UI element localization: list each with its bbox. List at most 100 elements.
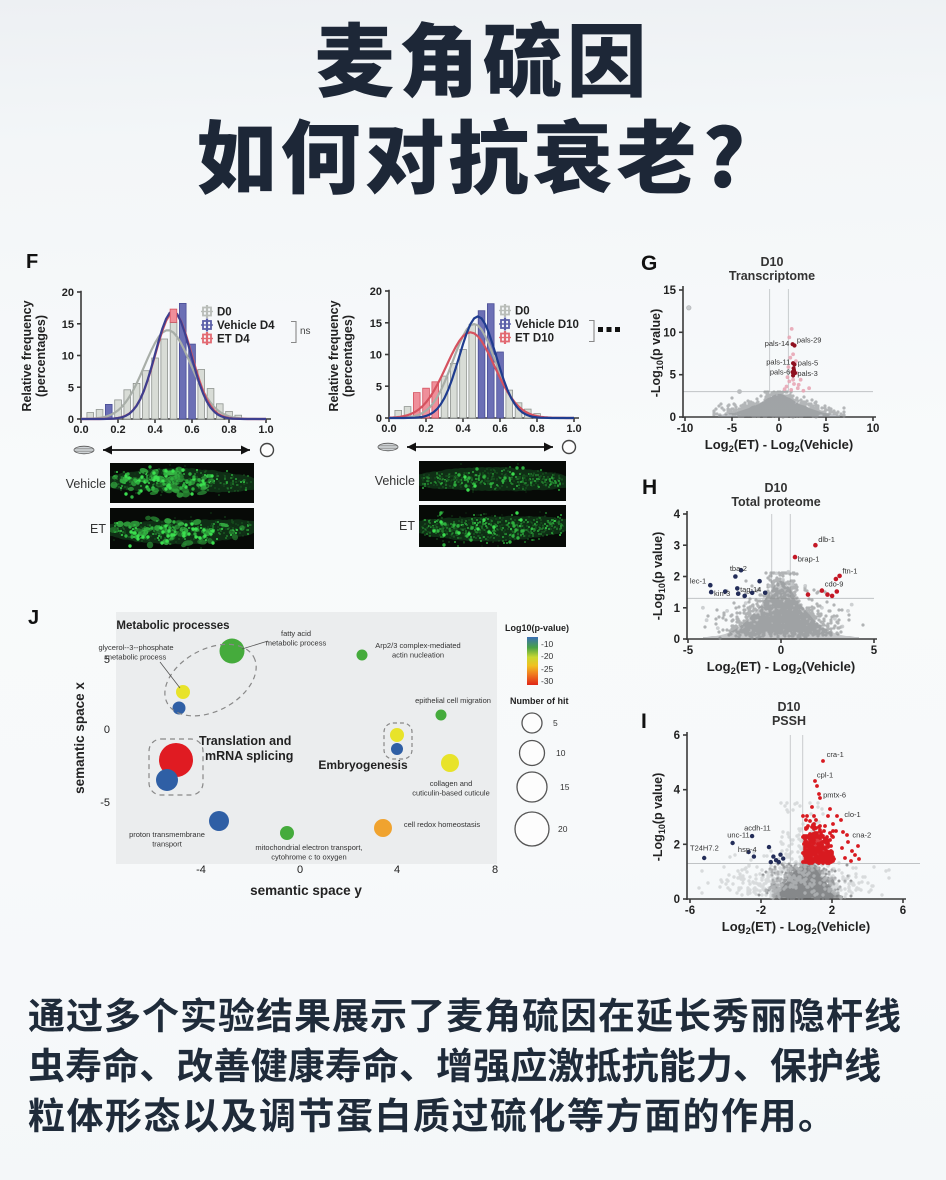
svg-text:6: 6 xyxy=(674,730,680,742)
svg-text:clo-1: clo-1 xyxy=(844,810,860,819)
svg-text:-2: -2 xyxy=(756,905,766,917)
svg-text:0.8: 0.8 xyxy=(221,424,236,436)
svg-text:0.4: 0.4 xyxy=(455,423,471,435)
svg-text:0: 0 xyxy=(68,414,74,426)
svg-text:Number of hit: Number of hit xyxy=(510,696,569,706)
svg-text:10: 10 xyxy=(663,327,676,339)
svg-text:unc-11: unc-11 xyxy=(727,831,749,840)
svg-text:0: 0 xyxy=(776,423,782,435)
svg-text:pals-29: pals-29 xyxy=(797,335,822,344)
svg-text:2: 2 xyxy=(674,572,680,584)
svg-text:ns: ns xyxy=(300,326,311,337)
svg-text:ftn-1: ftn-1 xyxy=(842,566,857,575)
svg-text:Relative frequency: Relative frequency xyxy=(327,300,341,411)
svg-text:cpl-1: cpl-1 xyxy=(817,770,833,779)
svg-text:-4: -4 xyxy=(196,864,206,876)
svg-text:(percentages): (percentages) xyxy=(34,315,48,397)
svg-text:D0: D0 xyxy=(217,307,232,319)
svg-text:D10: D10 xyxy=(778,700,801,714)
svg-text:kin-3: kin-3 xyxy=(714,589,730,598)
svg-text:semantic space y: semantic space y xyxy=(250,883,362,898)
svg-text:D0: D0 xyxy=(515,306,530,318)
svg-text:0: 0 xyxy=(674,634,680,646)
svg-text:5: 5 xyxy=(871,645,878,657)
svg-text:10: 10 xyxy=(556,748,566,758)
svg-text:D10: D10 xyxy=(765,481,788,495)
svg-text:tba-2: tba-2 xyxy=(730,564,747,573)
svg-text:0.2: 0.2 xyxy=(110,424,125,436)
svg-text:-30: -30 xyxy=(541,676,554,686)
svg-text:cell redox homeostasis: cell redox homeostasis xyxy=(404,820,481,829)
svg-text:Vehicle: Vehicle xyxy=(375,474,415,488)
svg-text:ET D10: ET D10 xyxy=(515,333,554,345)
svg-text:Vehicle D10: Vehicle D10 xyxy=(515,319,579,331)
svg-text:0.0: 0.0 xyxy=(73,424,88,436)
svg-text:Vehicle: Vehicle xyxy=(66,477,106,491)
svg-text:Arp2/3 complex-mediated: Arp2/3 complex-mediated xyxy=(375,641,460,650)
svg-text:(percentages): (percentages) xyxy=(341,315,355,397)
svg-text:0: 0 xyxy=(376,413,382,425)
svg-text:actin nucleation: actin nucleation xyxy=(392,651,444,660)
svg-text:4: 4 xyxy=(394,864,400,876)
svg-text:10: 10 xyxy=(370,350,382,362)
svg-text:5: 5 xyxy=(68,382,74,394)
svg-text:metabolic process: metabolic process xyxy=(266,639,327,648)
svg-text:pals-5: pals-5 xyxy=(798,358,818,367)
svg-text:cuticulin-based cuticule: cuticulin-based cuticule xyxy=(412,789,490,798)
svg-text:0: 0 xyxy=(778,645,784,657)
svg-text:pals-6: pals-6 xyxy=(770,368,790,377)
svg-text:acdh-11: acdh-11 xyxy=(744,824,771,833)
svg-text:0.6: 0.6 xyxy=(492,423,507,435)
svg-text:20: 20 xyxy=(62,287,74,299)
svg-text:-Log10(p value): -Log10(p value) xyxy=(651,773,667,862)
svg-text:Vehicle D4: Vehicle D4 xyxy=(217,320,275,332)
svg-text:-20: -20 xyxy=(541,651,554,661)
svg-text:mRNA splicing: mRNA splicing xyxy=(205,749,293,763)
svg-text:2: 2 xyxy=(829,905,835,917)
svg-text:-10: -10 xyxy=(677,423,694,435)
svg-text:ET: ET xyxy=(90,522,106,536)
svg-text:-6: -6 xyxy=(685,905,695,917)
svg-text:0.8: 0.8 xyxy=(529,423,544,435)
svg-text:pmtx-6: pmtx-6 xyxy=(823,790,846,799)
svg-text:metabolic process: metabolic process xyxy=(106,653,167,662)
svg-text:4: 4 xyxy=(674,509,681,521)
svg-text:0.0: 0.0 xyxy=(381,423,396,435)
svg-text:proton transmembrane: proton transmembrane xyxy=(129,830,205,839)
svg-text:0: 0 xyxy=(674,894,680,906)
svg-text:epithelial cell migration: epithelial cell migration xyxy=(415,696,491,705)
svg-text:5: 5 xyxy=(670,370,677,382)
svg-text:8: 8 xyxy=(492,864,498,876)
svg-text:semantic space x: semantic space x xyxy=(72,682,87,794)
svg-text:cdo-9: cdo-9 xyxy=(825,580,844,589)
svg-text:glycerol--3--phosphate: glycerol--3--phosphate xyxy=(98,643,173,652)
svg-text:J: J xyxy=(28,607,39,629)
svg-text:1.0: 1.0 xyxy=(258,424,273,436)
svg-text:pals-14: pals-14 xyxy=(765,339,790,348)
svg-text:dlb-1: dlb-1 xyxy=(818,535,835,544)
svg-text:0.2: 0.2 xyxy=(418,423,433,435)
svg-text:collagen and: collagen and xyxy=(430,779,473,788)
svg-text:15: 15 xyxy=(663,285,676,297)
svg-text:-5: -5 xyxy=(727,423,738,435)
svg-text:5: 5 xyxy=(104,654,110,666)
svg-text:pals-3: pals-3 xyxy=(797,369,817,378)
svg-text:Metabolic processes: Metabolic processes xyxy=(116,620,229,632)
svg-text:-Log10(p value): -Log10(p value) xyxy=(649,309,665,398)
svg-text:Relative frequency: Relative frequency xyxy=(20,300,34,411)
svg-text:5: 5 xyxy=(376,381,382,393)
svg-text:0: 0 xyxy=(297,864,303,876)
svg-text:Translation and: Translation and xyxy=(199,734,291,748)
svg-text:5: 5 xyxy=(823,423,830,435)
svg-text:mitochondrial electron transpo: mitochondrial electron transport, xyxy=(255,843,362,852)
svg-text:ET: ET xyxy=(399,519,415,533)
svg-text:-5: -5 xyxy=(683,645,694,657)
svg-text:15: 15 xyxy=(62,319,74,331)
svg-text:20: 20 xyxy=(558,824,568,834)
svg-text:0.4: 0.4 xyxy=(147,424,163,436)
svg-text:F: F xyxy=(26,251,38,273)
svg-text:Log2(ET) - Log2(Vehicle): Log2(ET) - Log2(Vehicle) xyxy=(705,437,853,454)
svg-text:-10: -10 xyxy=(541,639,554,649)
svg-text:PSSH: PSSH xyxy=(772,714,806,728)
svg-text:20: 20 xyxy=(370,286,382,298)
